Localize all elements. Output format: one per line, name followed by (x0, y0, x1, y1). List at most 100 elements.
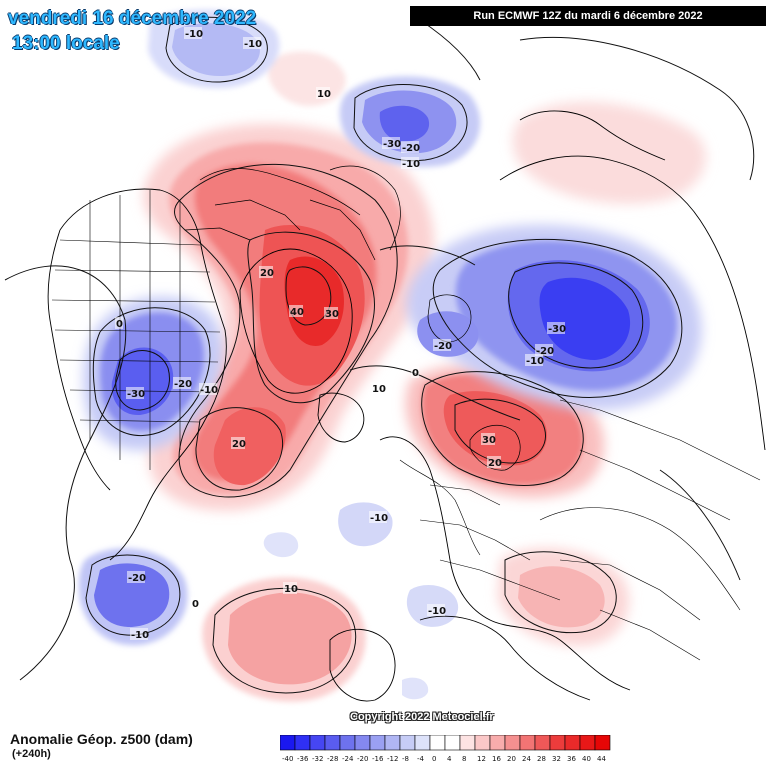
contour-label: -20 (433, 339, 452, 352)
legend-label: 32 (552, 755, 561, 763)
legend-swatch (309, 735, 326, 751)
svg-text:0: 0 (412, 368, 419, 379)
contour-label: -20 (401, 141, 420, 154)
legend-label: 16 (492, 755, 501, 763)
legend-swatch (504, 735, 521, 751)
contour-label: -10 (369, 511, 388, 524)
svg-text:-10: -10 (200, 385, 218, 396)
svg-text:30: 30 (482, 435, 496, 446)
svg-text:-10: -10 (526, 356, 544, 367)
svg-text:-10: -10 (428, 606, 446, 617)
contour-label: -30 (382, 137, 401, 150)
legend-swatch (534, 735, 551, 751)
legend-label: -8 (402, 755, 409, 763)
svg-text:-10: -10 (370, 513, 388, 524)
legend-swatch (474, 735, 491, 751)
contour-ridge-outer (174, 163, 398, 498)
legend-swatch (354, 735, 371, 751)
variable-label: Anomalie Géop. z500 (dam) (10, 731, 193, 747)
svg-text:0: 0 (192, 599, 199, 610)
borders-asia-west (539, 507, 741, 661)
legend-swatch (280, 735, 296, 751)
svg-text:-30: -30 (383, 139, 401, 150)
svg-text:-30: -30 (548, 324, 566, 335)
contour-label: -20 (127, 571, 146, 584)
legend-label: 12 (477, 755, 486, 763)
trough-small-1 (263, 532, 299, 558)
legend-label: 4 (447, 755, 452, 763)
contour-atlantic-trough (85, 554, 181, 636)
legend-label: -12 (387, 755, 398, 763)
contour-europe (504, 551, 617, 634)
positive-anomaly-fields (143, 51, 706, 702)
svg-text:-10: -10 (402, 159, 420, 170)
trough-arctic (339, 76, 481, 167)
contour-ridge-core (285, 266, 332, 326)
coast-north-america-east (59, 188, 227, 561)
legend-swatch (369, 735, 386, 751)
coastlines (47, 110, 766, 702)
contour-label: -20 (173, 377, 192, 390)
borders-us-canada-grid (51, 239, 221, 423)
legend-swatch (324, 735, 341, 751)
legend-label: 40 (582, 755, 591, 763)
svg-text:10: 10 (372, 384, 386, 395)
contour-line-1 (379, 245, 476, 266)
contour-ridge-inner (247, 231, 375, 404)
coast-west-siberia (469, 424, 521, 471)
legend-swatch (549, 735, 566, 751)
legend-label: -28 (327, 755, 338, 763)
legend-swatch (459, 735, 476, 751)
legend-swatch (294, 735, 311, 751)
contour-arctic-trough (353, 84, 468, 162)
coast-iceland (317, 392, 365, 443)
contour-label: 0 (191, 597, 199, 610)
legend-labels: -40 -36 -32 -28 -24 -20 -16 -12 -8 -4 0 4 8 12 16 20 24 2… (282, 755, 606, 763)
coast-europe-west (379, 436, 631, 691)
svg-text:-10: -10 (185, 29, 203, 40)
coast-arctic-islands (184, 168, 361, 241)
coast-canadian-archipelago (309, 165, 401, 261)
ridge-atlantic (202, 577, 366, 702)
coast-siberia-north (499, 155, 766, 451)
contour-line-3 (419, 19, 481, 81)
color-legend: -40 -36 -32 -28 -24 -20 -16 -12 -8 -4 0 4 8 12 16 20 24 2… (280, 735, 611, 763)
contour-greenland-south (195, 407, 284, 491)
forecast-date: vendredi 16 décembre 2022 (8, 8, 257, 29)
contour-label: -10 (427, 604, 446, 617)
contour-topleft (165, 16, 268, 83)
contour-label: 40 (289, 305, 304, 318)
svg-text:20: 20 (232, 439, 246, 450)
legend-swatch (579, 735, 596, 751)
contour-label: -10 (130, 628, 149, 641)
svg-text:10: 10 (284, 584, 298, 595)
svg-text:-20: -20 (434, 341, 452, 352)
legend-swatch (384, 735, 401, 751)
contour-siberia-trough-outer (432, 238, 683, 398)
lead-time: (+240h) (12, 748, 51, 760)
legend-label: 20 (507, 755, 516, 763)
legend-swatch (594, 735, 611, 751)
legend-label: -40 (282, 755, 293, 763)
contour-lines (4, 16, 755, 694)
coast-novaya-zemlya (427, 294, 472, 343)
svg-text:-20: -20 (402, 143, 420, 154)
trough-atlantic (78, 548, 188, 646)
legend-swatch (339, 735, 356, 751)
contour-label: -10 (199, 383, 218, 396)
coast-greenland (239, 248, 353, 394)
borders-russia (559, 399, 761, 521)
legend-swatch (519, 735, 536, 751)
contour-label: 30 (324, 307, 339, 320)
contour-siberia-trough-inner (508, 262, 644, 369)
svg-text:-10: -10 (244, 39, 262, 50)
contour-label: 30 (481, 433, 496, 446)
svg-text:-20: -20 (128, 573, 146, 584)
legend-label: -32 (312, 755, 323, 763)
svg-text:-30: -30 (127, 389, 145, 400)
legend-swatches (280, 735, 611, 751)
coast-mediterranean (419, 615, 591, 701)
legend-label: 36 (567, 755, 576, 763)
contour-label: -10 (401, 157, 420, 170)
